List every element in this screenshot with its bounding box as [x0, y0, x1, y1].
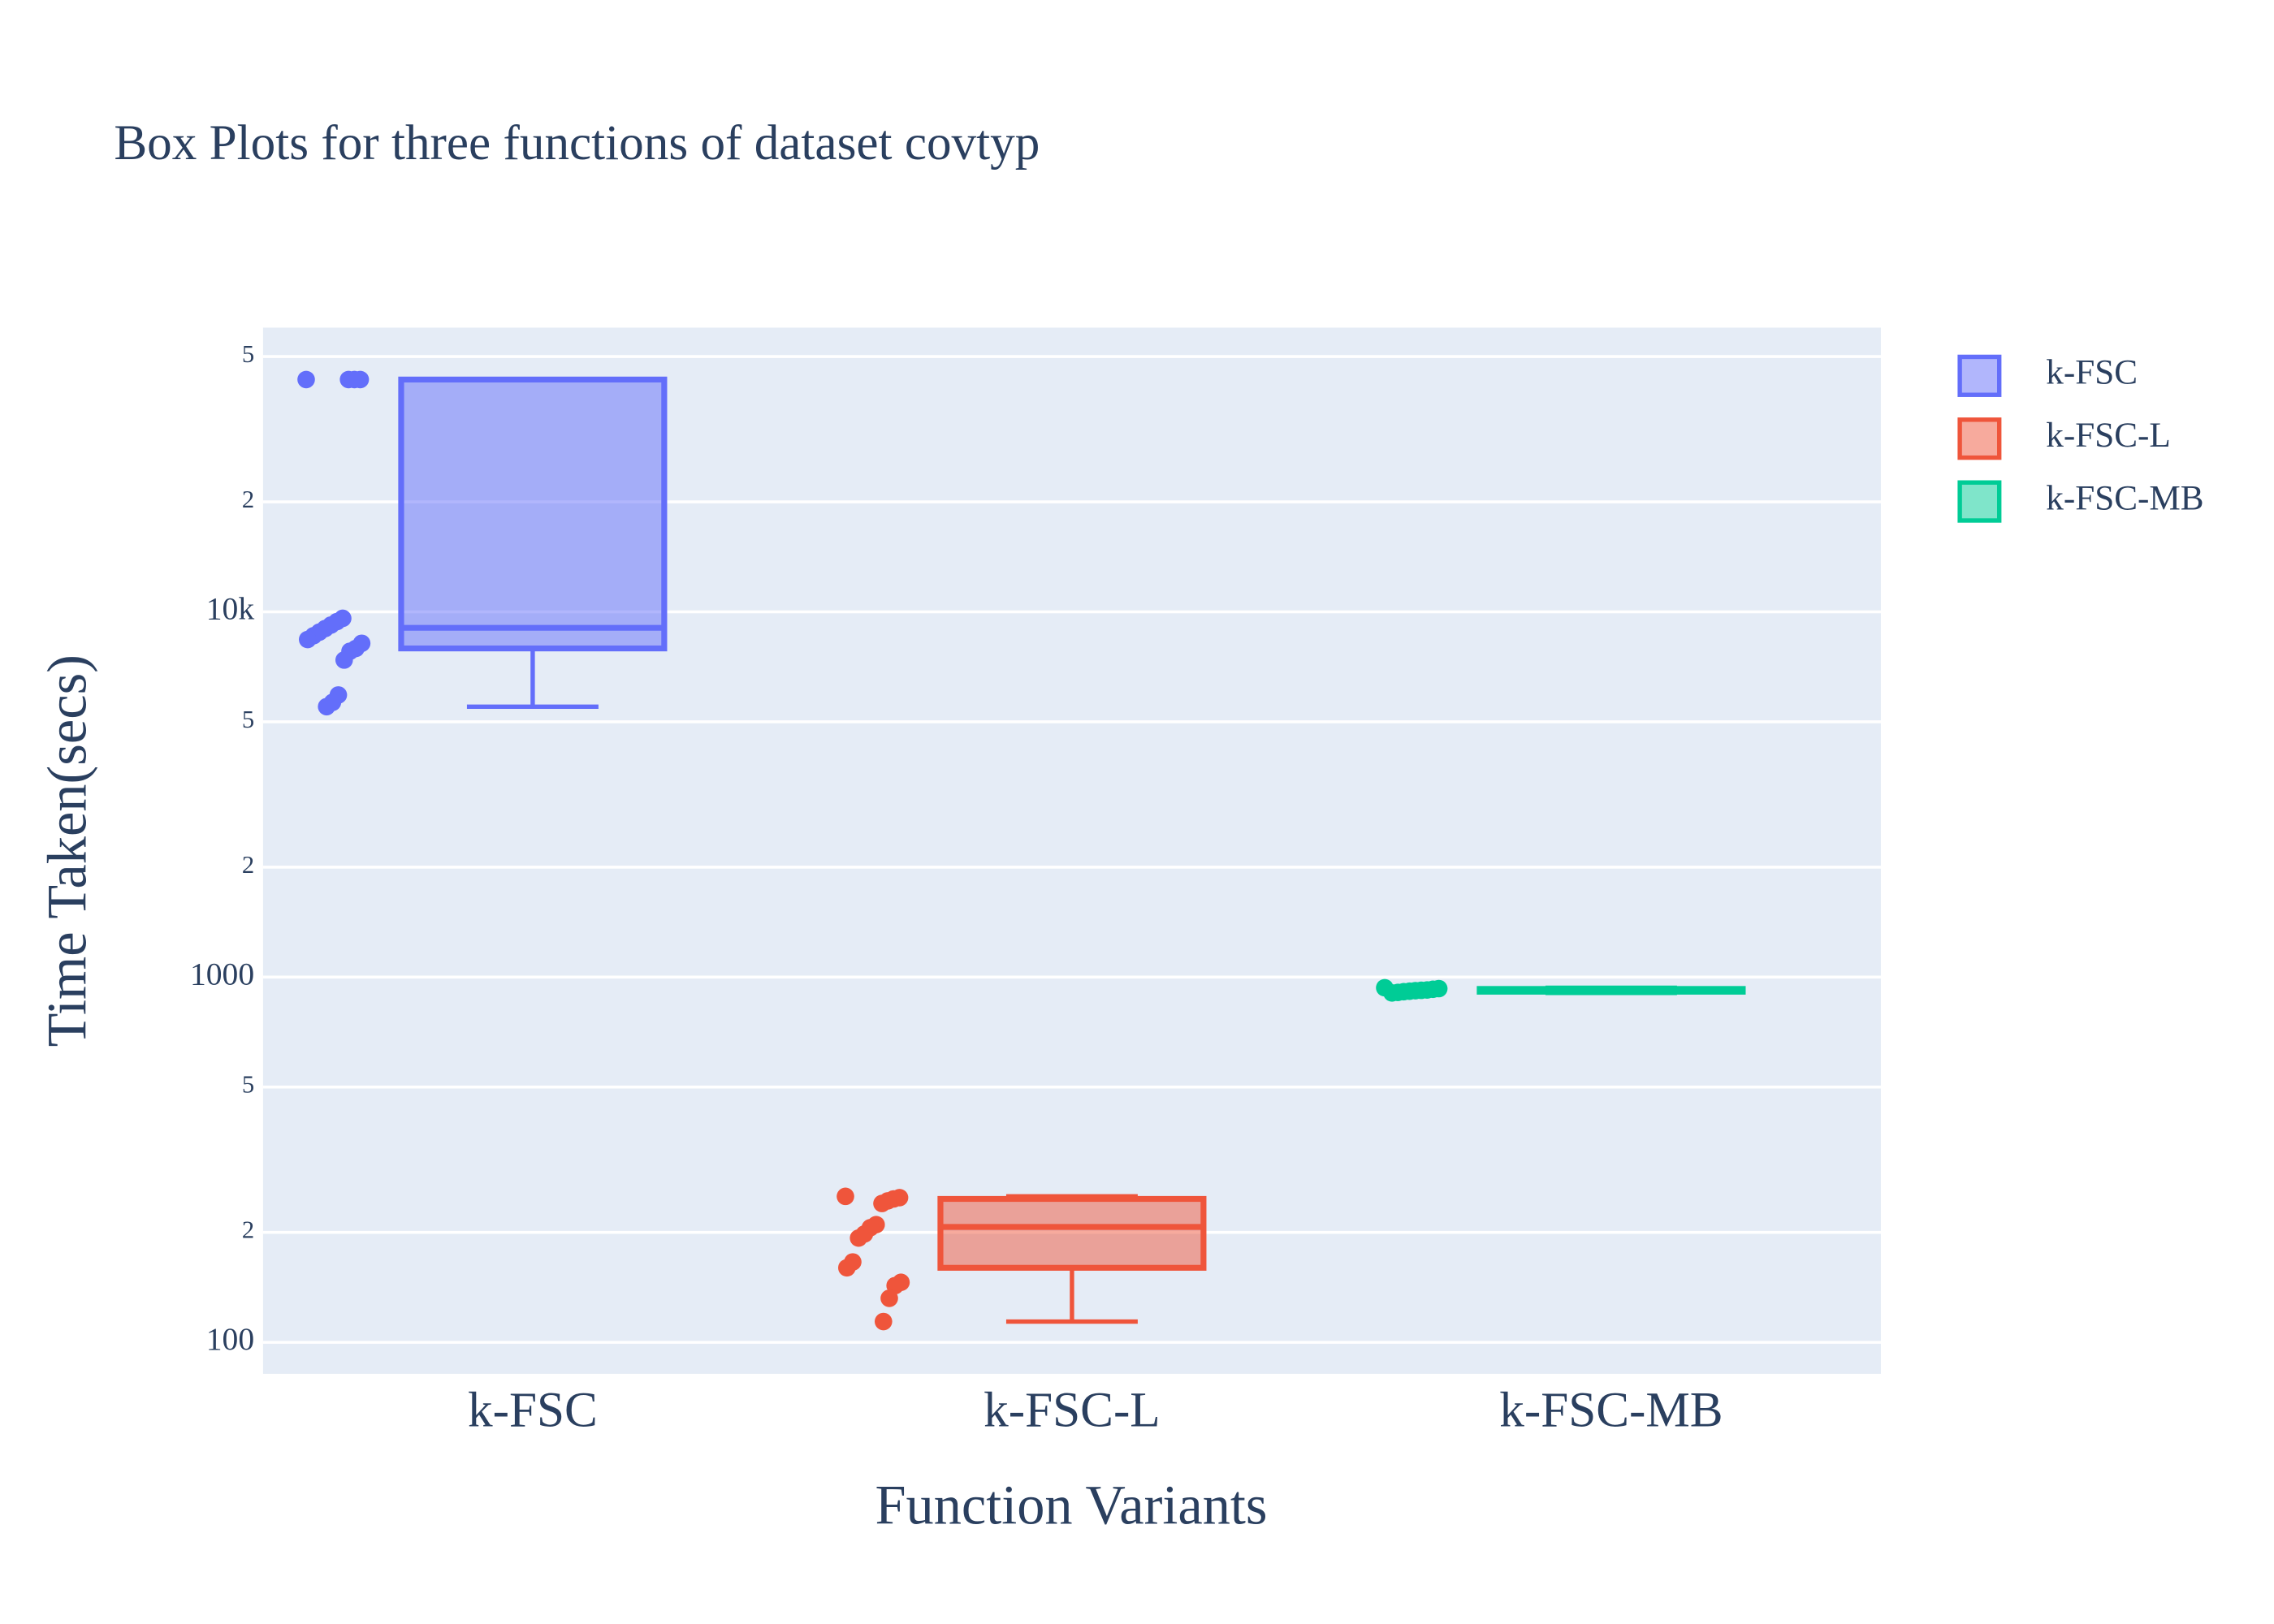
y-tick-label: 100 [206, 1321, 254, 1357]
data-point [335, 651, 353, 669]
legend-swatch [1957, 354, 2002, 397]
data-point [339, 370, 357, 389]
x-axis-label: Function Variants [875, 1475, 1267, 1536]
box-group [297, 370, 668, 716]
box-group [837, 1187, 1207, 1331]
marks [297, 370, 1746, 1331]
data-point [850, 1229, 867, 1247]
y-tick-label: 5 [242, 340, 254, 368]
data-point [874, 1312, 893, 1331]
legend-label[interactable]: k-FSC-L [2046, 417, 2171, 455]
x-tick-label: k-FSC [468, 1382, 598, 1437]
y-tick-label: 10k [206, 591, 255, 627]
legend-swatch [1957, 417, 2002, 460]
data-point [318, 698, 335, 716]
legend-label[interactable]: k-FSC [2046, 354, 2138, 392]
y-axis-label: Time Taken(secs) [37, 654, 98, 1047]
data-point [837, 1187, 854, 1206]
y-tick-label: 2 [242, 486, 254, 513]
y-tick-label: 2 [242, 1216, 254, 1244]
legend-swatch [1957, 480, 2002, 523]
y-tick-label: 1000 [190, 956, 254, 991]
x-tick-label: k-FSC-MB [1499, 1382, 1723, 1437]
legend-label[interactable]: k-FSC-MB [2046, 480, 2203, 518]
chart-title: Box Plots for three functions of dataset… [114, 115, 1040, 171]
data-point [1383, 984, 1401, 1002]
data-point [880, 1289, 898, 1307]
x-tick-label: k-FSC-L [984, 1382, 1161, 1437]
data-point [838, 1259, 856, 1277]
box-group [1376, 978, 1746, 1002]
y-tick-label: 5 [242, 706, 254, 733]
box [398, 376, 668, 652]
data-point [298, 630, 317, 649]
data-point [873, 1194, 891, 1212]
data-point [297, 370, 315, 389]
y-tick-label: 5 [242, 1071, 254, 1099]
box [937, 1195, 1207, 1271]
y-tick-label: 2 [242, 851, 254, 879]
